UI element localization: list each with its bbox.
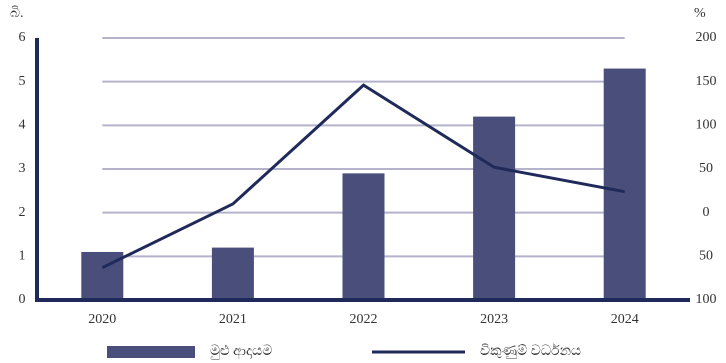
bar [211, 247, 254, 300]
legend-label: මුළු ආදායම [210, 344, 272, 360]
y-tick-label: 3 [19, 161, 26, 176]
legend-label: විකුණුම් වර්ධනය [480, 343, 581, 359]
y-tick-label: 1 [19, 249, 26, 264]
y2-tick-label: 100 [696, 292, 717, 307]
x-tick-label: 2020 [88, 312, 116, 327]
y2-axis-unit: % [694, 6, 706, 21]
x-tick-label: 2023 [480, 312, 508, 327]
y-tick-label: 5 [19, 74, 26, 89]
y-tick-label: 4 [19, 118, 26, 133]
x-tick-label: 2021 [219, 312, 247, 327]
bar [603, 68, 646, 300]
bar [342, 173, 385, 300]
line [101, 83, 625, 270]
x-tick-label: 2024 [611, 312, 639, 327]
y2-tick-label: 50 [699, 161, 713, 176]
y2-tick-label: 100 [696, 118, 717, 133]
y-tick-label: 2 [19, 205, 26, 220]
x-tick-label: 2022 [350, 312, 378, 327]
y2-tick-label: 0 [703, 205, 710, 220]
y-tick-label: 0 [19, 292, 26, 307]
y2-tick-label: 200 [696, 30, 717, 45]
y2-tick-label: 150 [696, 74, 717, 89]
y2-tick-label: 50 [699, 249, 713, 264]
y-tick-label: 6 [19, 30, 26, 45]
y-axis-unit: බි. [10, 6, 24, 21]
bar [473, 116, 516, 300]
legend-swatch [107, 346, 195, 358]
